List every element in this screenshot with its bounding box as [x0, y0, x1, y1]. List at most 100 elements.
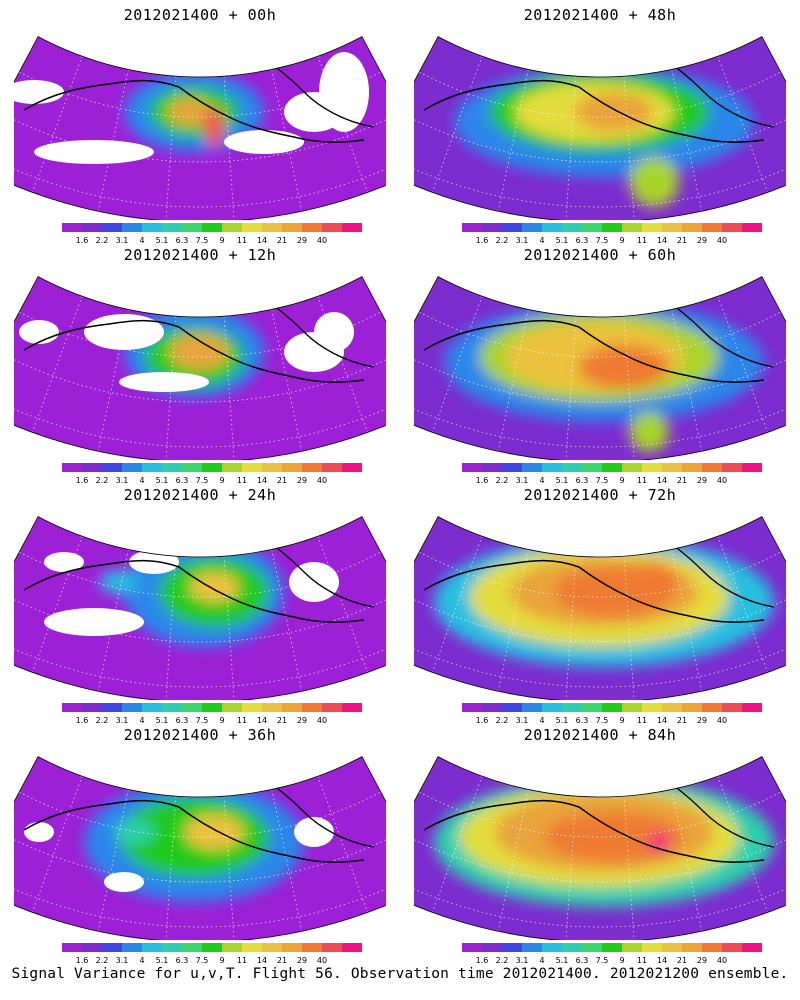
colorbar-tick-label: 40	[317, 236, 327, 245]
colorbar-tick-label: 29	[697, 476, 707, 485]
colorbar-tick-label: 5.1	[156, 956, 169, 965]
colorbar-tick-label: 21	[277, 476, 287, 485]
colorbar-swatch	[502, 943, 523, 952]
colorbar-swatch	[322, 223, 343, 232]
colorbar-swatch	[162, 223, 183, 232]
longitude-line	[223, 796, 235, 940]
longitude-line	[32, 296, 83, 433]
colorbar-swatch	[682, 223, 703, 232]
colorbar-swatch	[622, 943, 643, 952]
colorbar-tick-label: 5.1	[556, 956, 569, 965]
colorbar-tick-label: 4	[539, 476, 544, 485]
colorbar-swatch	[302, 943, 323, 952]
colorbar-swatch	[502, 703, 523, 712]
colorbar-tick-label: 11	[637, 476, 647, 485]
colorbar-tick-label: 9	[219, 236, 224, 245]
map-boundary	[14, 756, 386, 940]
panel-title: 2012021400 + 48h	[523, 6, 677, 24]
colorbar-tick-label: 21	[277, 236, 287, 245]
variance-map	[14, 276, 386, 460]
latitude-line	[14, 351, 386, 403]
colorbar-swatch	[222, 703, 243, 712]
variance-region	[544, 812, 684, 862]
longitude-line	[497, 309, 529, 452]
colorbar-swatch	[142, 703, 163, 712]
panel-title: 2012021400 + 24h	[123, 486, 277, 504]
arctic-islands	[228, 521, 268, 551]
colorbar-tick-label: 1.6	[76, 716, 89, 725]
colorbar-swatch	[562, 463, 583, 472]
colorbar-swatch	[622, 223, 643, 232]
colorbar-tick-label: 2.2	[496, 476, 509, 485]
colorbar-swatch	[242, 703, 263, 712]
latitude-line	[414, 111, 786, 163]
below-threshold-region	[84, 314, 164, 350]
colorbar-tick-label: 6.3	[176, 476, 189, 485]
colorbar-swatch	[502, 463, 523, 472]
colorbar-tick-label: 7.5	[596, 476, 609, 485]
colorbar-swatch	[242, 943, 263, 952]
panel-60h: 2012021400 + 60h 1.6 2.2 3.1 4 5.1 6.3 7.5 9 11 1…	[400, 240, 800, 485]
colorbar-tick-label: 2.2	[496, 956, 509, 965]
longitude-line	[671, 789, 703, 932]
colorbar-swatch	[642, 223, 663, 232]
colorbar-swatch	[502, 223, 523, 232]
longitude-line	[623, 796, 635, 940]
longitude-line	[317, 776, 368, 913]
below-threshold-region	[119, 372, 209, 392]
colorbar-swatch	[122, 223, 143, 232]
arctic-islands	[628, 281, 668, 311]
longitude-line	[565, 556, 577, 700]
colorbar-swatch	[102, 223, 123, 232]
below-threshold-region	[24, 822, 54, 842]
colorbar-swatch	[702, 223, 723, 232]
colorbar-tick-label: 40	[717, 956, 727, 965]
colorbar-tick-label: 1.6	[76, 476, 89, 485]
longitude-line	[165, 796, 177, 940]
colorbar-tick-label: 3.1	[116, 716, 129, 725]
colorbar-swatch	[82, 463, 103, 472]
colorbar-tick-label: 14	[657, 716, 667, 725]
map-boundary	[414, 516, 786, 700]
colorbar-swatch	[582, 463, 603, 472]
colorbar-tick-label: 6.3	[576, 956, 589, 965]
below-threshold-region	[224, 130, 304, 154]
colorbar-tick-label: 6.3	[576, 716, 589, 725]
colorbar-swatch	[282, 463, 303, 472]
below-threshold-region	[44, 552, 84, 572]
colorbar-tick-label: 3.1	[116, 476, 129, 485]
colorbar-swatch	[462, 463, 483, 472]
colorbar-tick-label: 4	[139, 236, 144, 245]
colorbar-tick-label: 29	[297, 476, 307, 485]
colorbar-tick-label: 40	[717, 476, 727, 485]
colorbar-swatch	[102, 703, 123, 712]
panel-36h: 2012021400 + 36h 1.6 2.2 3.1 4 5.1 6.3 7.5 9 11 1…	[0, 720, 400, 965]
colorbar-swatch	[342, 463, 362, 472]
colorbar-tick-label: 1.6	[476, 716, 489, 725]
colorbar-swatch	[482, 463, 503, 472]
colorbar-tick-label: 2.2	[96, 716, 109, 725]
colorbar-tick-label: 7.5	[196, 716, 209, 725]
colorbar-swatch	[162, 463, 183, 472]
coastline	[23, 79, 365, 143]
colorbar-swatch	[82, 703, 103, 712]
colorbar-swatch	[582, 223, 603, 232]
colorbar-swatch	[82, 223, 103, 232]
longitude-line	[271, 789, 303, 932]
arctic-islands	[628, 761, 668, 791]
colorbar-tick-label: 9	[619, 956, 624, 965]
colorbar-tick-label: 7.5	[196, 236, 209, 245]
longitude-line	[432, 536, 483, 673]
colorbar-swatch	[142, 223, 163, 232]
arctic-islands	[628, 521, 668, 551]
colorbar-tick-label: 4	[539, 956, 544, 965]
colorbar-tick-label: 1.6	[76, 956, 89, 965]
longitude-line	[717, 536, 768, 673]
colorbar-swatch	[602, 703, 623, 712]
colorbar-swatch	[62, 703, 83, 712]
colorbar-swatch	[702, 943, 723, 952]
colorbar-tick-label: 14	[257, 716, 267, 725]
colorbar-swatch	[662, 943, 683, 952]
colorbar-tick-label: 5.1	[156, 476, 169, 485]
colorbar-tick-label: 9	[219, 716, 224, 725]
